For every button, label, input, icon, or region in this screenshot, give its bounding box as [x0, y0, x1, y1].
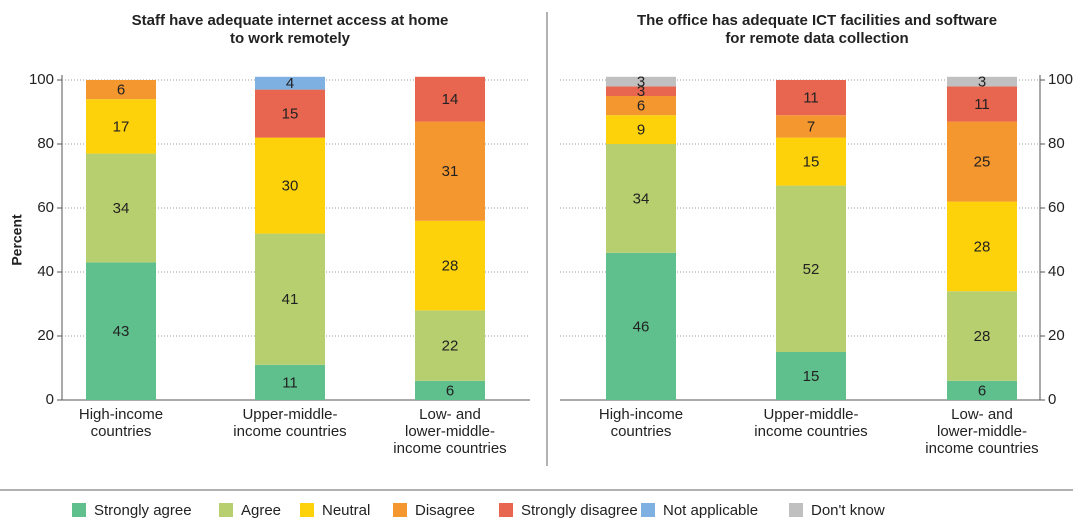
bar-segment	[947, 201, 1017, 292]
data-label: 3	[978, 74, 986, 91]
legend-swatch	[300, 503, 314, 517]
bar-segment	[86, 99, 156, 154]
legend-label: Strongly disagree	[521, 502, 638, 519]
bar-segment	[86, 80, 156, 100]
legend-swatch	[641, 503, 655, 517]
y-tick-label: 100	[29, 71, 54, 88]
data-label: 52	[803, 261, 820, 278]
legend-label: Don't know	[811, 502, 885, 519]
bar-segment	[947, 121, 1017, 202]
y-tick-label: 20	[1048, 327, 1065, 344]
bar-segment	[415, 220, 485, 311]
bar-segment	[776, 137, 846, 186]
bar-segment	[606, 252, 676, 400]
bar-segment	[415, 380, 485, 400]
legend-swatch	[789, 503, 803, 517]
data-label: 34	[113, 200, 130, 217]
data-label: 43	[113, 323, 130, 340]
y-axis-label: Percent	[9, 214, 25, 266]
y-tick-label: 40	[1048, 263, 1065, 280]
data-label: 7	[807, 118, 815, 135]
data-label: 6	[117, 82, 125, 99]
data-label: 30	[282, 178, 299, 195]
x-tick-label: Upper-middle- income countries	[233, 406, 347, 440]
data-label: 4	[286, 75, 294, 92]
data-label: 28	[974, 238, 991, 255]
data-label: 22	[442, 338, 459, 355]
data-label: 6	[978, 382, 986, 399]
bar-segment	[255, 137, 325, 234]
chart-title: The office has adequate ICT facilities a…	[636, 12, 998, 47]
data-label: 34	[633, 190, 650, 207]
data-label: 46	[633, 318, 650, 335]
bar-segment	[415, 76, 485, 122]
x-tick-label: Low- and lower-middle- income countries	[393, 406, 507, 457]
bar-segment	[776, 115, 846, 138]
data-label: 9	[637, 122, 645, 139]
x-tick-label: Upper-middle- income countries	[754, 406, 868, 440]
bar-segment	[255, 364, 325, 400]
data-label: 11	[803, 90, 819, 107]
data-label: 11	[974, 96, 990, 113]
bar-segment	[255, 233, 325, 365]
data-label: 6	[446, 382, 454, 399]
bar-segment	[606, 115, 676, 144]
x-tick-label: High-income countries	[598, 406, 684, 440]
bar-segment	[606, 144, 676, 253]
bar-segment	[776, 352, 846, 400]
y-tick-label: 20	[37, 327, 54, 344]
bar-segment	[947, 291, 1017, 381]
data-label: 3	[637, 74, 645, 91]
y-tick-label: 60	[37, 199, 54, 216]
bar-segment	[776, 80, 846, 116]
bar-segment	[606, 96, 676, 116]
y-tick-label: 80	[1048, 135, 1065, 152]
bar-segment	[415, 310, 485, 381]
bar-segment	[606, 86, 676, 96]
legend-swatch	[393, 503, 407, 517]
chart-title: Staff have adequate internet access at h…	[131, 12, 449, 47]
legend-label: Neutral	[322, 502, 370, 519]
data-label: 15	[803, 368, 820, 385]
bar-segment	[255, 76, 325, 90]
data-label: 15	[803, 154, 820, 171]
bar-segment	[776, 185, 846, 352]
data-label: 31	[442, 163, 459, 180]
y-tick-label: 80	[37, 135, 54, 152]
y-tick-label: 60	[1048, 199, 1065, 216]
bar-segment	[947, 76, 1017, 87]
x-tick-label: Low- and lower-middle- income countries	[925, 406, 1039, 457]
data-label: 28	[974, 328, 991, 345]
data-label: 6	[637, 98, 645, 115]
data-label: 3	[637, 83, 645, 100]
bar-segment	[947, 86, 1017, 122]
legend-swatch	[499, 503, 513, 517]
legend-swatch	[219, 503, 233, 517]
bar-segment	[606, 76, 676, 87]
legend-label: Not applicable	[663, 502, 758, 519]
legend-swatch	[72, 503, 86, 517]
bar-segment	[415, 121, 485, 221]
legend-label: Strongly agree	[94, 502, 192, 519]
y-tick-label: 40	[37, 263, 54, 280]
legend-label: Disagree	[415, 502, 475, 519]
data-label: 14	[442, 91, 459, 108]
bar-segment	[947, 380, 1017, 400]
legend-label: Agree	[241, 502, 281, 519]
y-tick-label: 100	[1048, 71, 1073, 88]
bar-segment	[86, 153, 156, 263]
bar-segment	[86, 262, 156, 400]
data-label: 11	[282, 374, 298, 391]
bar-segment	[255, 89, 325, 138]
data-label: 41	[282, 291, 299, 308]
data-label: 28	[442, 258, 459, 275]
y-tick-label: 0	[1048, 391, 1056, 408]
data-label: 25	[974, 154, 991, 171]
y-tick-label: 0	[46, 391, 54, 408]
data-label: 17	[113, 118, 130, 135]
x-tick-label: High-income countries	[78, 406, 164, 440]
data-label: 15	[282, 106, 299, 123]
